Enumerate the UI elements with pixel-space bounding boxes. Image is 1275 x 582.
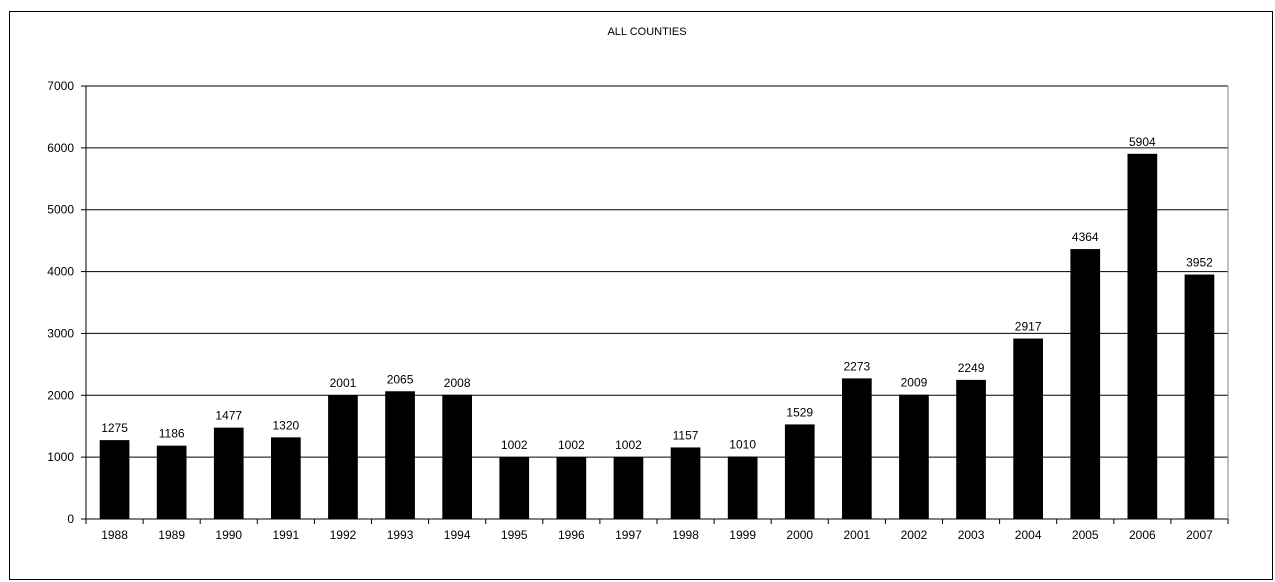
bar	[1070, 249, 1101, 520]
y-tick-label: 6000	[47, 141, 74, 155]
x-tick-label: 1997	[615, 528, 642, 542]
data-label: 2249	[958, 361, 985, 375]
x-tick-label: 2006	[1129, 528, 1156, 542]
bar	[385, 391, 415, 519]
bars	[99, 153, 1215, 520]
y-tick-label: 3000	[47, 326, 74, 340]
bar	[1013, 338, 1043, 519]
bar	[670, 447, 701, 519]
x-tick-label: 2003	[958, 528, 985, 542]
data-label: 2917	[1015, 320, 1042, 334]
x-tick-label: 2004	[1015, 528, 1042, 542]
x-tick-label: 1992	[330, 528, 357, 542]
data-label: 2009	[901, 376, 928, 390]
y-tick-label: 1000	[47, 450, 74, 464]
x-tick-label: 2000	[786, 528, 813, 542]
x-tick-label: 1991	[272, 528, 299, 542]
x-axis-ticks: 1988 1989 1990 1991 1992 1993 1994 1995 1996 1997…	[85, 519, 1229, 542]
bar	[956, 379, 986, 519]
data-label: 3952	[1186, 256, 1213, 270]
bar	[899, 394, 929, 519]
data-label: 1186	[159, 427, 185, 441]
data-label: 1320	[272, 418, 299, 432]
bar	[842, 378, 872, 519]
y-axis-ticks: 0 1000 2000 3000 4000 5000 6000 7000	[47, 79, 86, 526]
bar	[99, 440, 130, 519]
data-label: 1002	[615, 438, 642, 452]
bar	[499, 457, 530, 519]
x-tick-label: 1996	[558, 528, 585, 542]
bar	[442, 394, 472, 519]
data-label: 2273	[843, 359, 870, 373]
bar	[784, 424, 815, 519]
data-label: 1477	[215, 409, 242, 423]
bar	[156, 445, 187, 519]
bar	[328, 395, 358, 519]
data-label: 1002	[558, 438, 585, 452]
y-tick-label: 2000	[47, 388, 74, 402]
grid-lines	[86, 85, 1228, 458]
bar	[1127, 153, 1158, 520]
bar	[613, 457, 644, 519]
bar	[556, 457, 587, 519]
x-tick-label: 1999	[729, 528, 756, 542]
data-label: 1157	[673, 428, 699, 442]
data-label: 5904	[1129, 135, 1156, 149]
x-tick-label: 1994	[444, 528, 471, 542]
data-label: 1529	[786, 405, 813, 419]
x-tick-label: 2002	[901, 528, 928, 542]
data-label: 2001	[330, 376, 357, 390]
x-tick-label: 1993	[387, 528, 414, 542]
y-tick-label: 7000	[47, 79, 74, 93]
bar	[213, 427, 244, 519]
x-tick-label: 1988	[101, 528, 128, 542]
bar	[271, 437, 301, 519]
data-label: 2065	[387, 372, 414, 386]
data-label: 1010	[729, 438, 756, 452]
bar	[1184, 274, 1215, 519]
x-tick-label: 2001	[843, 528, 870, 542]
data-label: 4364	[1072, 230, 1099, 244]
data-label: 1275	[101, 421, 128, 435]
x-tick-label: 1989	[158, 528, 185, 542]
chart-title: ALL COUNTIES	[607, 26, 686, 38]
x-tick-label: 1995	[501, 528, 528, 542]
x-tick-label: 2005	[1072, 528, 1099, 542]
data-labels: 1275 1186 1477 1320 2001 2065 2008 1002 1002 1002…	[101, 135, 1213, 452]
x-tick-label: 2007	[1186, 528, 1213, 542]
axes	[85, 86, 1229, 520]
x-tick-label: 1998	[672, 528, 699, 542]
y-tick-label: 0	[67, 512, 74, 526]
y-tick-label: 4000	[47, 265, 74, 279]
y-tick-label: 5000	[47, 203, 74, 217]
data-label: 1002	[501, 438, 528, 452]
x-tick-label: 1990	[215, 528, 242, 542]
bar	[727, 456, 758, 519]
data-label: 2008	[444, 376, 471, 390]
